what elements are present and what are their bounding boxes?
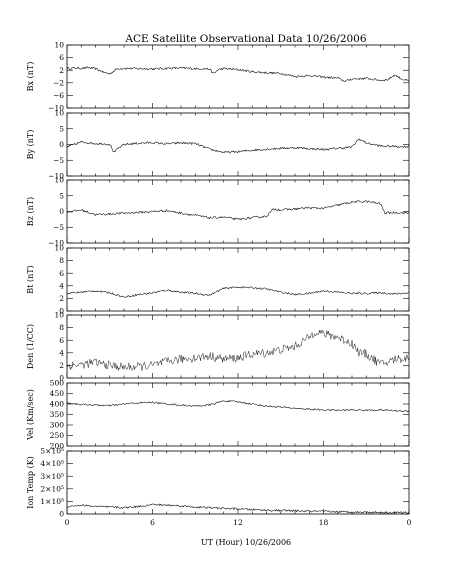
y-tick-label: −2: [53, 78, 64, 87]
y-axis-label: By (nT): [26, 130, 35, 160]
y-tick-label: 2: [59, 294, 64, 303]
series-line: [66, 329, 410, 371]
y-tick-label: −5: [53, 156, 64, 165]
panel-2: 10 5 0 −5 −10 By (nT): [26, 109, 410, 181]
y-tick-label: 2×10⁵: [40, 484, 64, 493]
panel-frame: [66, 450, 410, 515]
y-tick-label: −5: [53, 223, 64, 232]
y-tick-label: 10: [54, 176, 64, 185]
y-tick-label: 350: [50, 410, 65, 419]
y-tick-label: −10: [48, 239, 64, 248]
y-tick-label: 450: [50, 389, 65, 398]
series-line: [66, 138, 410, 154]
y-tick-label: −10: [48, 104, 64, 113]
y-tick-label: −6: [53, 91, 64, 100]
y-axis-label: Ion Temp (K): [26, 456, 35, 509]
panel-frame: [66, 112, 410, 177]
y-tick-label: 6: [59, 269, 64, 278]
y-tick-label: 8: [59, 256, 64, 265]
y-tick-label: 8: [59, 323, 64, 332]
series-line: [66, 503, 410, 514]
y-tick-label: 5×10⁵: [40, 447, 64, 456]
y-tick-label: 2: [59, 361, 64, 370]
y-tick-label: 0: [59, 307, 64, 316]
y-axis-label: Bz (nT): [26, 197, 35, 226]
y-tick-label: 10: [54, 244, 64, 253]
y-tick-label: 4: [59, 348, 64, 357]
y-tick-label: 4×10⁵: [40, 459, 64, 468]
y-tick-label: 6: [59, 336, 64, 345]
panel-frame: [66, 247, 410, 312]
series-line: [66, 400, 410, 413]
panel-frame: [66, 382, 410, 447]
x-tick-label: 0: [407, 518, 412, 527]
y-tick-label: 500: [50, 379, 65, 388]
y-tick-label: 200: [50, 442, 65, 451]
y-tick-label: 5: [59, 124, 64, 133]
y-tick-label: 0: [59, 374, 64, 383]
x-tick-label: 18: [319, 518, 329, 527]
panel-7: 5×10⁵ 4×10⁵ 3×10⁵ 2×10⁵ 1×10⁵ 0 Ion Temp (K): [26, 447, 410, 519]
panel-frame: [66, 314, 410, 379]
y-tick-label: 0: [59, 510, 64, 519]
y-tick-label: 1×10⁵: [40, 497, 64, 506]
y-tick-label: 0: [59, 207, 64, 216]
y-tick-label: 250: [50, 431, 65, 440]
x-tick-label: 12: [233, 518, 243, 527]
panel-frame: [66, 44, 410, 109]
y-tick-label: 400: [50, 400, 65, 409]
x-tick-label: 6: [150, 518, 155, 527]
y-tick-label: 3×10⁵: [40, 472, 64, 481]
panel-3: 10 5 0 −5 −10 Bz (nT): [26, 176, 410, 248]
panel-1: 10 6 2 −2 −6 −10 Bx (nT): [26, 41, 410, 113]
figure-title: ACE Satellite Observational Data 10/26/2…: [124, 33, 366, 45]
y-tick-label: −10: [48, 172, 64, 181]
series-line: [66, 66, 410, 83]
y-tick-label: 10: [54, 41, 64, 50]
panel-frame: [66, 179, 410, 244]
y-axis-label: Den (1/CC): [26, 324, 35, 369]
series-line: [66, 286, 409, 298]
y-axis-label: Vel (Km/sec): [26, 389, 35, 441]
y-tick-label: 2: [59, 66, 64, 75]
y-tick-label: 10: [54, 109, 64, 118]
series-line: [66, 200, 410, 221]
panel-4: 10 8 6 4 2 0 Bt (nT): [26, 244, 410, 316]
y-tick-label: 4: [59, 281, 64, 290]
x-axis-label: UT (Hour) 10/26/2006: [201, 538, 291, 547]
y-tick-label: 6: [59, 53, 64, 62]
x-tick-label: 0: [65, 518, 70, 527]
y-tick-label: 0: [59, 140, 64, 149]
y-tick-label: 10: [54, 311, 64, 320]
y-tick-label: 300: [50, 421, 65, 430]
panel-5: 10 8 6 4 2 0 Den (1/CC): [26, 311, 410, 383]
y-axis-label: Bx (nT): [26, 62, 35, 92]
panels-group: 10 6 2 −2 −6 −10 Bx (nT) 10 5 0 −5 −10 By (nT) 10 5 0 −5…: [26, 41, 412, 527]
y-tick-label: 5: [59, 191, 64, 200]
y-axis-label: Bt (nT): [26, 265, 35, 293]
